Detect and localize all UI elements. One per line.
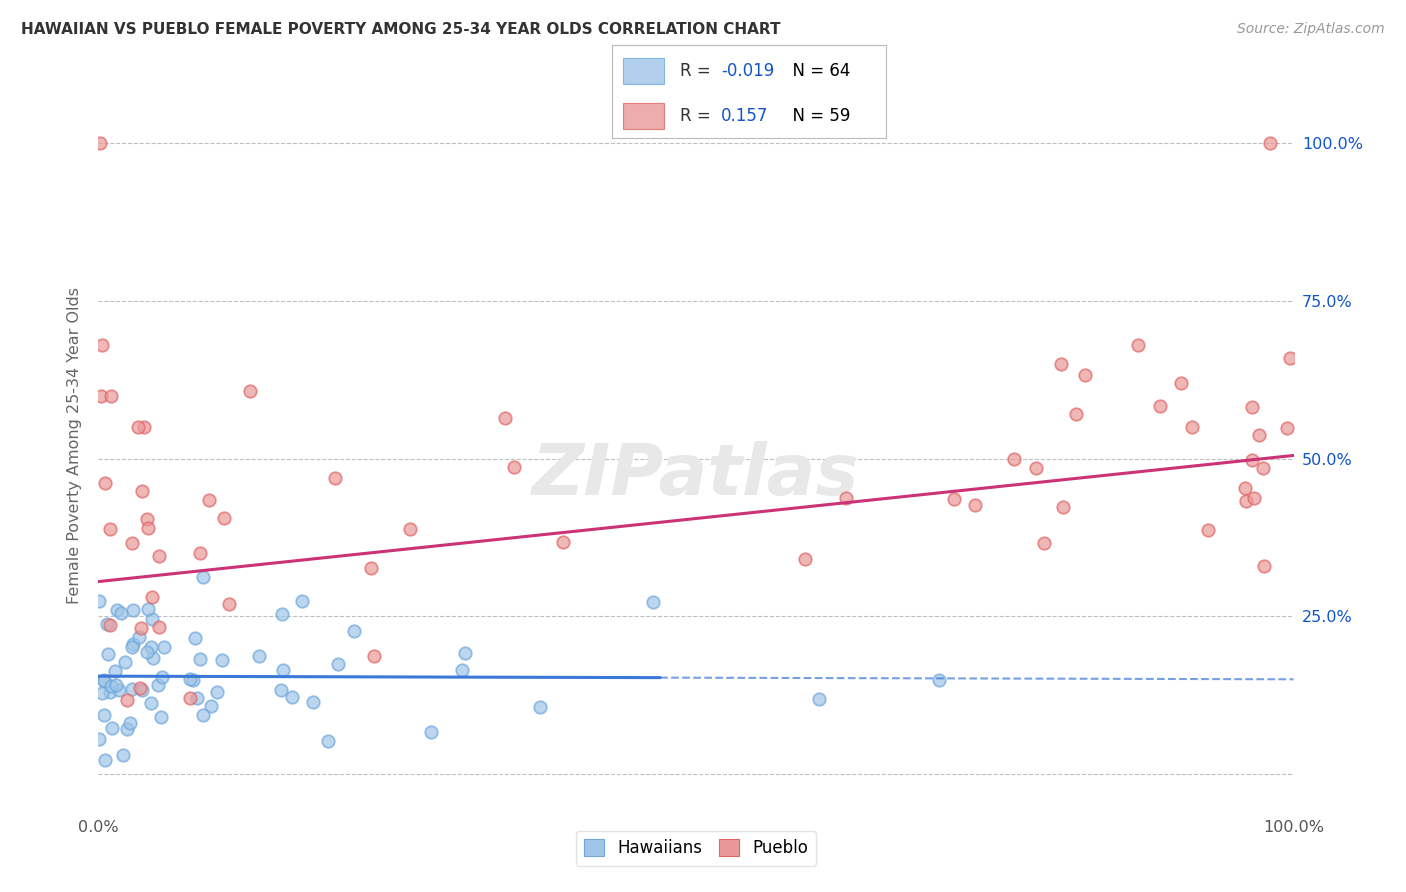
Text: 0.157: 0.157 bbox=[721, 107, 769, 125]
Text: N = 59: N = 59 bbox=[782, 107, 851, 125]
Text: N = 64: N = 64 bbox=[782, 62, 851, 79]
Text: ZIPatlas: ZIPatlas bbox=[533, 441, 859, 509]
Bar bbox=[623, 103, 664, 129]
Text: Source: ZipAtlas.com: Source: ZipAtlas.com bbox=[1237, 22, 1385, 37]
Legend: Hawaiians, Pueblo: Hawaiians, Pueblo bbox=[575, 830, 817, 865]
Text: -0.019: -0.019 bbox=[721, 62, 775, 79]
Y-axis label: Female Poverty Among 25-34 Year Olds: Female Poverty Among 25-34 Year Olds bbox=[66, 287, 82, 605]
Text: R =: R = bbox=[681, 107, 721, 125]
Bar bbox=[623, 58, 664, 84]
Text: R =: R = bbox=[681, 62, 716, 79]
Text: HAWAIIAN VS PUEBLO FEMALE POVERTY AMONG 25-34 YEAR OLDS CORRELATION CHART: HAWAIIAN VS PUEBLO FEMALE POVERTY AMONG … bbox=[21, 22, 780, 37]
